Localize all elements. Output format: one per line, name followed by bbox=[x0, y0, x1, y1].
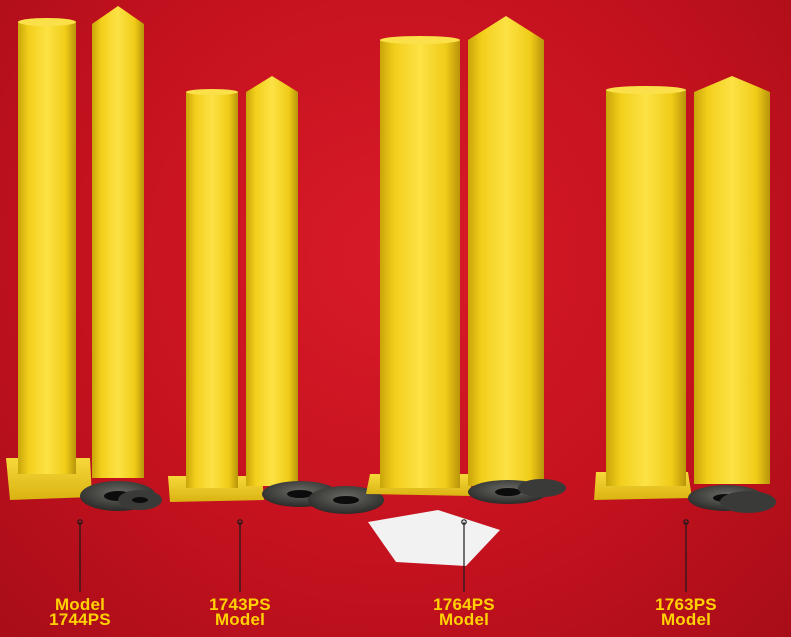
bollard-group-1743ps bbox=[168, 76, 384, 514]
label-line-1: 1763PS bbox=[655, 595, 717, 614]
leader-lines bbox=[77, 519, 689, 592]
washer bbox=[720, 491, 776, 513]
bollard-group-1764ps bbox=[366, 16, 566, 566]
label-line-2: Model bbox=[438, 610, 490, 629]
dome-top-bollard bbox=[468, 16, 544, 486]
label-line-1: 1743PS bbox=[209, 595, 271, 614]
dome-top-bollard bbox=[92, 6, 144, 478]
flat-top-bollard bbox=[18, 22, 76, 474]
label-line-2: 1744PS bbox=[49, 610, 111, 629]
flat-top-bollard bbox=[380, 40, 460, 488]
label-line-2: Model bbox=[660, 610, 712, 629]
washer bbox=[518, 479, 566, 497]
product-label-1764ps: 1764PS Model bbox=[419, 595, 509, 629]
label-line-1: Model bbox=[54, 595, 106, 614]
product-label-1763ps: 1763PS Model bbox=[641, 595, 731, 629]
flat-top-bollard bbox=[606, 90, 686, 486]
product-label-1744ps: Model 1744PS bbox=[35, 595, 125, 629]
bollard-group-1763ps bbox=[594, 76, 776, 513]
flat-top-bollard bbox=[186, 92, 238, 488]
bollard-group-1744ps bbox=[6, 6, 162, 511]
label-line-2: Model bbox=[214, 610, 266, 629]
product-label-1743ps: 1743PS Model bbox=[195, 595, 285, 629]
instruction-sheet bbox=[368, 510, 500, 566]
dome-top-bollard bbox=[694, 76, 770, 484]
label-line-1: 1764PS bbox=[433, 595, 495, 614]
dome-top-bollard bbox=[246, 76, 298, 486]
